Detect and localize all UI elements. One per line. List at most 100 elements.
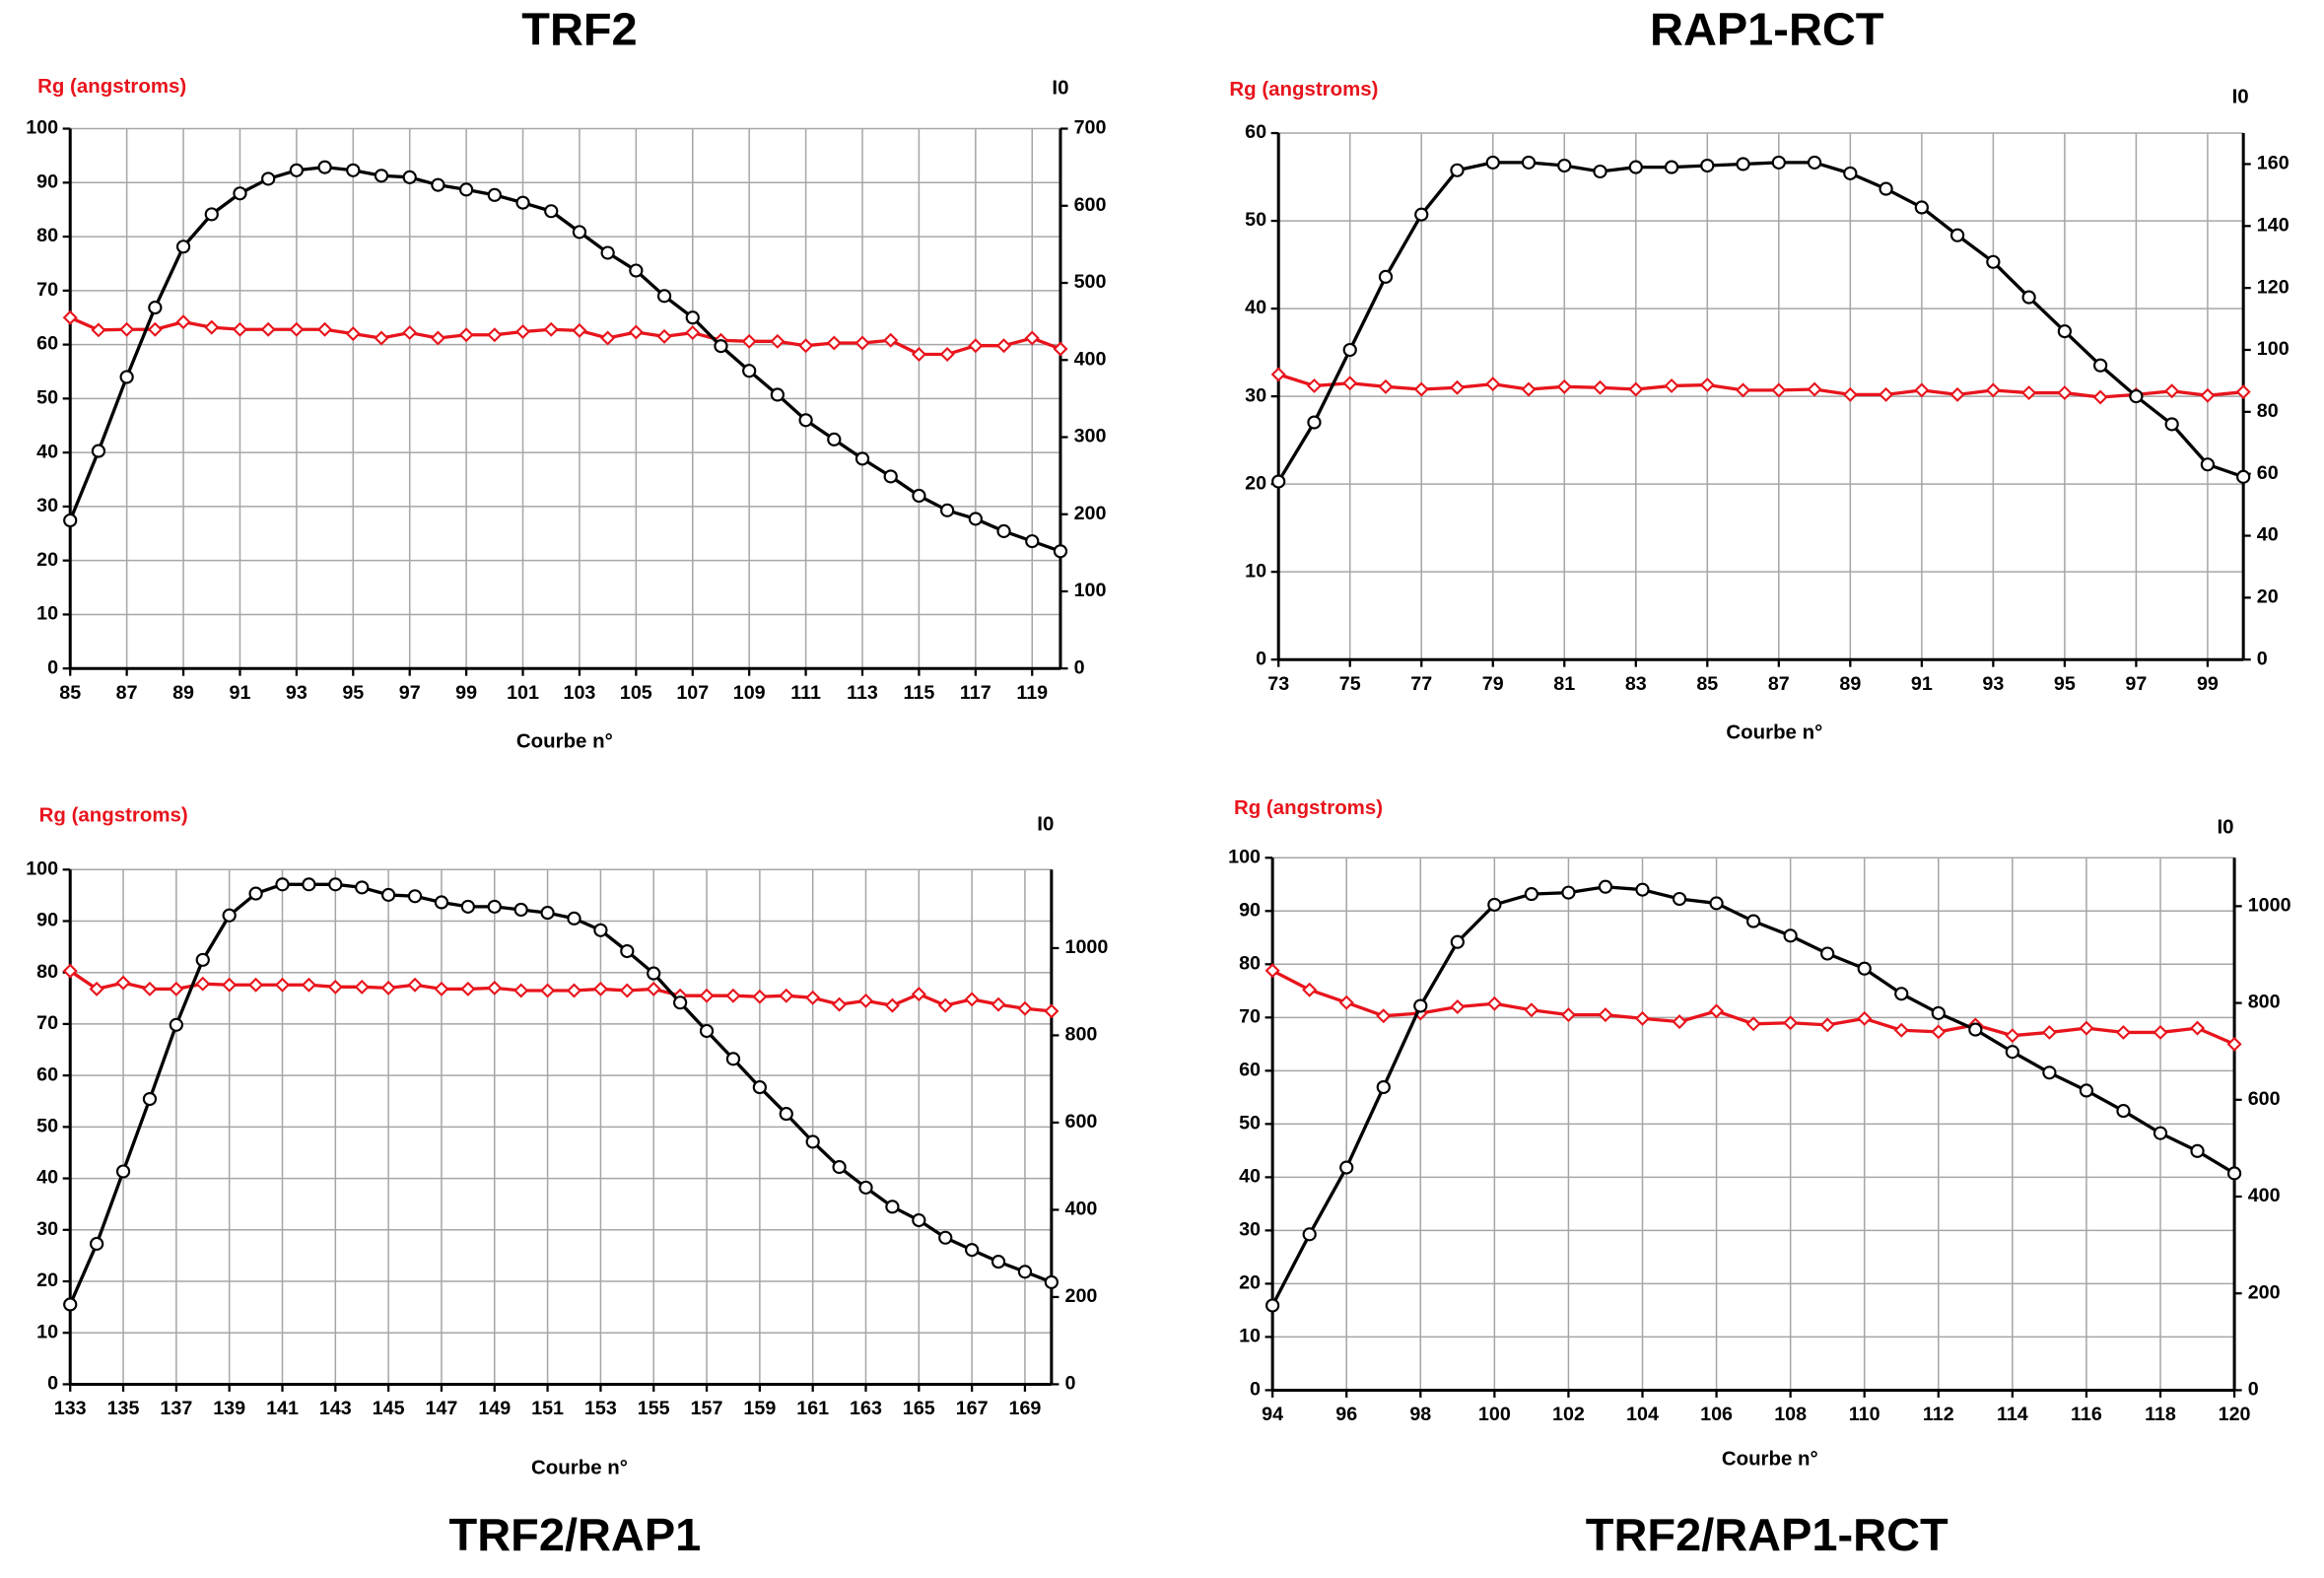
data-point xyxy=(1635,882,1650,897)
data-point xyxy=(1524,887,1539,902)
data-point xyxy=(1914,382,1930,398)
y-tick-label: 50 xyxy=(1239,1113,1261,1134)
data-point xyxy=(169,1017,183,1032)
data-point xyxy=(857,993,874,1008)
data-point xyxy=(1025,534,1040,549)
data-point xyxy=(1771,382,1787,398)
data-point xyxy=(195,976,211,992)
data-point xyxy=(567,911,581,926)
data-point xyxy=(1843,166,1858,180)
data-point xyxy=(2021,385,2037,401)
data-point xyxy=(1736,157,1750,172)
data-point xyxy=(1450,999,1466,1015)
x-tick-label: 95 xyxy=(2054,673,2076,695)
x-tick-label: 101 xyxy=(507,682,539,704)
x-tick-label: 103 xyxy=(564,682,596,704)
data-point xyxy=(1842,386,1858,402)
x-axis-label: Courbe n° xyxy=(1722,1448,1818,1470)
data-point xyxy=(1413,998,1428,1013)
data-point xyxy=(1931,1024,1947,1040)
data-point xyxy=(1450,934,1465,949)
data-point xyxy=(1857,1010,1873,1026)
x-tick-label: 117 xyxy=(960,682,991,704)
data-point xyxy=(1556,378,1572,394)
x-tick-label: 91 xyxy=(230,682,251,704)
y-tick-label: 60 xyxy=(1239,1060,1261,1081)
chart-title: TRF2/RAP1-RCT xyxy=(1586,1509,1948,1560)
x-tick-label: 100 xyxy=(1478,1404,1511,1425)
data-point xyxy=(346,163,361,177)
data-point xyxy=(487,899,502,914)
data-point xyxy=(1699,377,1715,393)
x-tick-label: 79 xyxy=(1482,673,1504,695)
data-point xyxy=(2226,1036,2242,1052)
data-point xyxy=(458,327,474,343)
data-point xyxy=(460,981,476,996)
x-tick-label: 75 xyxy=(1339,673,1361,695)
data-point xyxy=(460,899,475,914)
data-point xyxy=(1044,1274,1059,1289)
x-tick-label: 151 xyxy=(531,1398,564,1419)
y2-tick-label: 600 xyxy=(1064,1111,1097,1132)
data-point xyxy=(685,310,700,325)
y-tick-label: 0 xyxy=(1256,648,1266,669)
data-point xyxy=(1771,155,1786,170)
y-axis-label: Rg (angstroms) xyxy=(37,76,186,98)
x-tick-label: 104 xyxy=(1626,1404,1659,1425)
y2-tick-label: 0 xyxy=(2257,648,2268,669)
data-point xyxy=(289,321,305,337)
x-tick-label: 169 xyxy=(1009,1398,1042,1419)
data-point xyxy=(1931,1005,1946,1020)
data-point xyxy=(175,240,191,254)
chart-panel: TRF2 Rg (angstroms) I0 Courbe n° 0 10 20 30 40 50… xyxy=(26,4,1106,753)
x-tick-label: 153 xyxy=(584,1398,617,1419)
x-tick-label: 111 xyxy=(790,682,821,704)
y-tick-label: 30 xyxy=(36,1218,58,1240)
data-point xyxy=(1307,415,1322,430)
data-point xyxy=(1879,386,1894,402)
y2-tick-label: 160 xyxy=(2257,153,2290,174)
data-point xyxy=(91,322,106,338)
data-point xyxy=(513,902,528,918)
y-tick-label: 60 xyxy=(36,333,58,355)
data-point xyxy=(1672,1014,1687,1030)
data-point xyxy=(1486,995,1502,1011)
data-point xyxy=(995,338,1012,354)
y-tick-label: 80 xyxy=(36,225,58,246)
x-tick-label: 85 xyxy=(59,682,81,704)
series-line xyxy=(1277,373,2244,399)
x-tick-label: 93 xyxy=(1982,673,2004,695)
y-tick-label: 20 xyxy=(1245,472,1266,494)
data-point xyxy=(2190,1143,2205,1158)
x-tick-label: 113 xyxy=(847,682,878,704)
y2-tick-label: 400 xyxy=(2248,1185,2281,1206)
data-point xyxy=(1857,961,1872,976)
data-point xyxy=(2189,1020,2206,1036)
data-point xyxy=(673,995,688,1010)
x-tick-label: 120 xyxy=(2219,1404,2251,1425)
data-point xyxy=(2164,417,2179,432)
x-tick-label: 109 xyxy=(733,682,766,704)
y2-tick-label: 100 xyxy=(1074,580,1107,601)
data-point xyxy=(274,977,291,993)
x-tick-label: 137 xyxy=(160,1398,192,1419)
data-point xyxy=(1557,158,1572,173)
x-tick-label: 163 xyxy=(850,1398,882,1419)
data-point xyxy=(355,880,370,895)
data-point xyxy=(1271,474,1286,489)
data-point xyxy=(991,996,1006,1012)
data-point xyxy=(514,323,531,339)
y-tick-label: 20 xyxy=(36,1269,58,1291)
y2-axis-label: I0 xyxy=(1037,814,1054,836)
data-point xyxy=(327,979,343,995)
series-line xyxy=(69,315,1061,357)
data-point xyxy=(968,338,984,354)
data-point xyxy=(1338,995,1354,1010)
data-point xyxy=(779,1107,793,1122)
data-point xyxy=(115,975,131,991)
data-point xyxy=(2005,1045,2019,1060)
x-axis-label: Courbe n° xyxy=(1726,722,1822,744)
x-tick-label: 108 xyxy=(1774,1404,1807,1425)
data-point xyxy=(699,1023,715,1039)
data-point xyxy=(142,1091,158,1107)
